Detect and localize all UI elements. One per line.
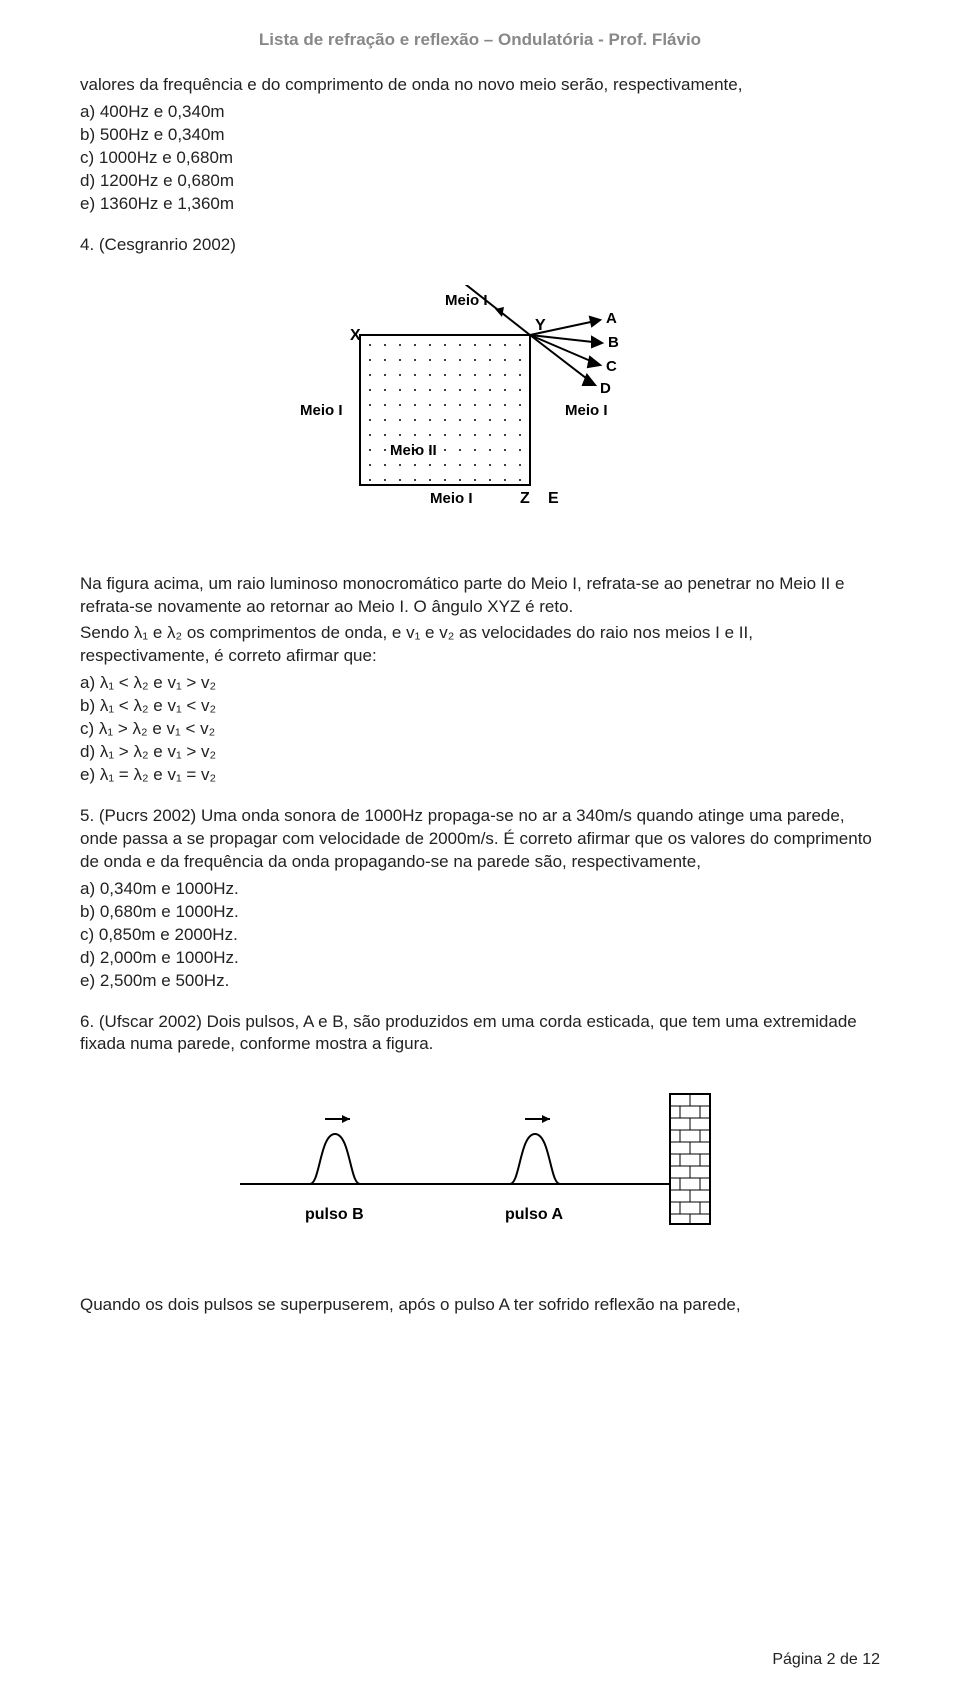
q4-label-e: E xyxy=(548,490,559,507)
q5-opt-c: c) 0,850m e 2000Hz. xyxy=(80,924,880,947)
q4-opt-c: c) λ₁ > λ₂ e v₁ < v₂ xyxy=(80,718,880,741)
q5-opt-b: b) 0,680m e 1000Hz. xyxy=(80,901,880,924)
q6-body: 6. (Ufscar 2002) Dois pulsos, A e B, são… xyxy=(80,1011,880,1057)
q4-label-d: D xyxy=(600,380,611,397)
q5-opt-e: e) 2,500m e 500Hz. xyxy=(80,970,880,993)
q4-label-b: B xyxy=(608,334,619,351)
document-header: Lista de refração e reflexão – Ondulatór… xyxy=(80,30,880,50)
q4-opt-d: d) λ₁ > λ₂ e v₁ > v₂ xyxy=(80,741,880,764)
q4-opt-e: e) λ₁ = λ₂ e v₁ = v₂ xyxy=(80,764,880,787)
q4-label-meio-i-ray: Meio I xyxy=(445,292,488,309)
q4-label-x: X xyxy=(350,327,361,344)
q6-label-pulso-b: pulso B xyxy=(305,1206,364,1223)
q6-label-pulso-a: pulso A xyxy=(505,1206,564,1223)
intro-opt-b: b) 500Hz e 0,340m xyxy=(80,124,880,147)
q4-body2: Sendo λ₁ e λ₂ os comprimentos de onda, e… xyxy=(80,622,880,668)
q4-body1: Na figura acima, um raio luminoso monocr… xyxy=(80,573,880,619)
intro-opt-c: c) 1000Hz e 0,680m xyxy=(80,147,880,170)
q4-label-meio-i-left: Meio I xyxy=(300,402,343,419)
q4-opt-a: a) λ₁ < λ₂ e v₁ > v₂ xyxy=(80,672,880,695)
intro-stem: valores da frequência e do comprimento d… xyxy=(80,74,880,97)
q5-body: 5. (Pucrs 2002) Uma onda sonora de 1000H… xyxy=(80,805,880,874)
q4-label-meio-i-bottom: Meio I xyxy=(430,490,473,507)
intro-opt-d: d) 1200Hz e 0,680m xyxy=(80,170,880,193)
q4-title: 4. (Cesgranrio 2002) xyxy=(80,234,880,257)
q4-opt-b: b) λ₁ < λ₂ e v₁ < v₂ xyxy=(80,695,880,718)
q4-label-c: C xyxy=(606,358,617,375)
q4-label-z: Z xyxy=(520,490,530,507)
q6-closing: Quando os dois pulsos se superpuserem, a… xyxy=(80,1294,880,1317)
intro-opt-e: e) 1360Hz e 1,360m xyxy=(80,193,880,216)
q4-label-meio-ii: Meio II xyxy=(390,442,437,459)
q5-opt-d: d) 2,000m e 1000Hz. xyxy=(80,947,880,970)
q5-opt-a: a) 0,340m e 1000Hz. xyxy=(80,878,880,901)
intro-opt-a: a) 400Hz e 0,340m xyxy=(80,101,880,124)
q4-label-a: A xyxy=(606,310,617,327)
page-footer: Página 2 de 12 xyxy=(772,1651,880,1669)
page: Lista de refração e reflexão – Ondulatór… xyxy=(0,0,960,1693)
q4-label-meio-i-right: Meio I xyxy=(565,402,608,419)
q4-label-y: Y xyxy=(535,317,546,334)
q6-figure: pulso B pulso A xyxy=(220,1084,740,1254)
q4-figure: X Y A B C D Z E Meio I Meio I Meio I Mei… xyxy=(290,285,670,545)
